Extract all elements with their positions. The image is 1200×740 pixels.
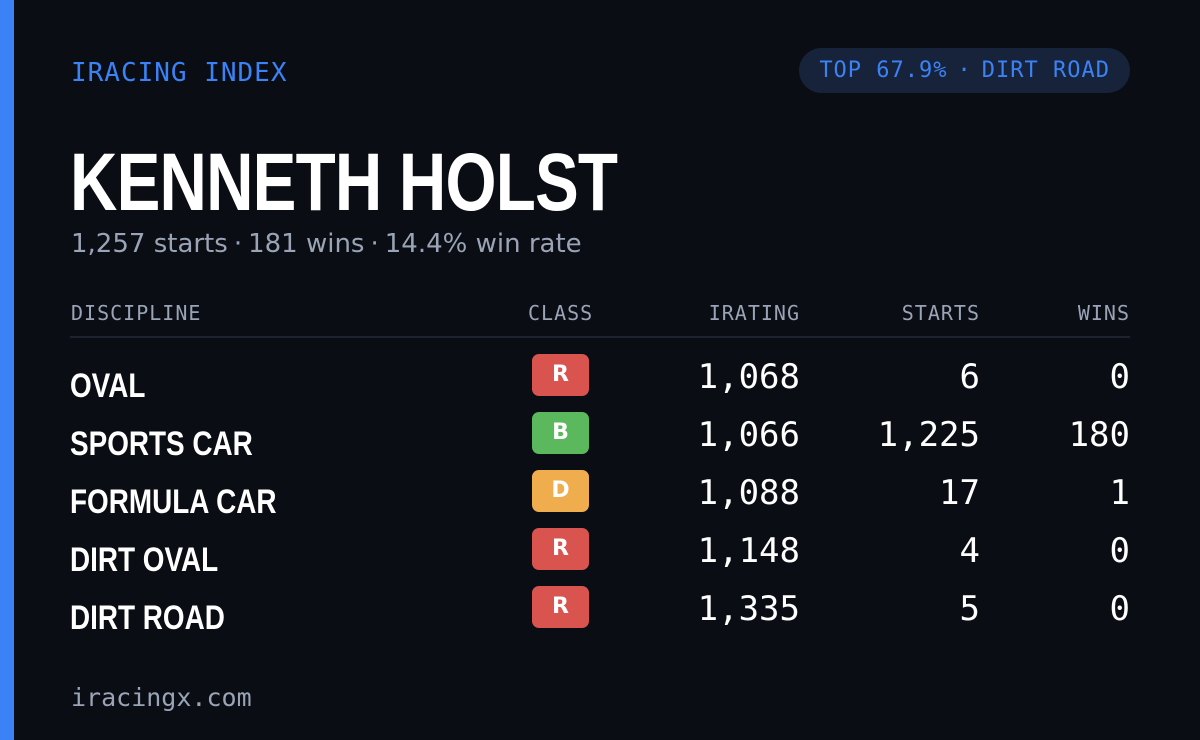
column-header-starts: STARTS xyxy=(901,301,980,325)
irating-value: 1,066 xyxy=(697,415,800,455)
wins-value: 0 xyxy=(1109,589,1130,629)
table-row: DIRT OVAL R 1,148 4 0 xyxy=(70,528,1130,586)
table-row: FORMULA CAR D 1,088 17 1 xyxy=(70,470,1130,528)
summary-win-rate: 14.4% win rate xyxy=(384,229,582,259)
license-class-badge: D xyxy=(532,470,589,512)
driver-name: KENNETH HOLST xyxy=(70,137,618,228)
license-class-badge: R xyxy=(532,354,589,396)
wins-value: 1 xyxy=(1109,473,1130,513)
column-header-wins: WINS xyxy=(1077,301,1130,325)
column-header-class: CLASS xyxy=(528,301,594,325)
column-header-discipline: DISCIPLINE xyxy=(71,301,202,325)
license-class-badge: R xyxy=(532,528,589,570)
table-row: DIRT ROAD R 1,335 5 0 xyxy=(70,586,1130,644)
wins-value: 0 xyxy=(1109,357,1130,397)
starts-value: 1,225 xyxy=(877,415,980,455)
table-row: SPORTS CAR B 1,066 1,225 180 xyxy=(70,412,1130,470)
summary-wins: 181 wins xyxy=(248,229,365,259)
summary-starts: 1,257 starts xyxy=(71,229,228,259)
starts-value: 17 xyxy=(939,473,980,513)
driver-summary: 1,257 starts · 181 wins · 14.4% win rate xyxy=(71,226,582,262)
rank-badge-separator: · xyxy=(957,58,972,83)
discipline-table: DISCIPLINE CLASS IRATING STARTS WINS OVA… xyxy=(70,296,1130,637)
rank-badge-percentile: TOP 67.9% xyxy=(819,58,948,83)
rank-badge-discipline: DIRT ROAD xyxy=(981,58,1110,83)
irating-value: 1,068 xyxy=(697,357,800,397)
column-header-irating: IRATING xyxy=(708,301,800,325)
accent-bar xyxy=(0,0,14,740)
discipline-label: DIRT OVAL xyxy=(70,541,219,579)
license-class-badge: R xyxy=(532,586,589,628)
brand-label: IRACING INDEX xyxy=(71,58,288,88)
wins-value: 180 xyxy=(1068,415,1130,455)
irating-value: 1,335 xyxy=(697,589,800,629)
license-class-badge: B xyxy=(532,412,589,454)
summary-separator: · xyxy=(370,229,379,259)
discipline-label: FORMULA CAR xyxy=(70,483,277,521)
discipline-label: DIRT ROAD xyxy=(70,599,225,637)
irating-value: 1,148 xyxy=(697,531,800,571)
table-row: OVAL R 1,068 6 0 xyxy=(70,354,1130,412)
starts-value: 4 xyxy=(959,531,980,571)
site-url: iracingx.com xyxy=(71,683,252,712)
table-header: DISCIPLINE CLASS IRATING STARTS WINS xyxy=(70,296,1130,338)
starts-value: 6 xyxy=(959,357,980,397)
irating-value: 1,088 xyxy=(697,473,800,513)
summary-separator: · xyxy=(233,229,243,259)
starts-value: 5 xyxy=(959,589,980,629)
wins-value: 0 xyxy=(1109,531,1130,571)
discipline-label: SPORTS CAR xyxy=(70,425,253,463)
discipline-label: OVAL xyxy=(70,367,146,405)
rank-badge: TOP 67.9% · DIRT ROAD xyxy=(799,48,1130,93)
